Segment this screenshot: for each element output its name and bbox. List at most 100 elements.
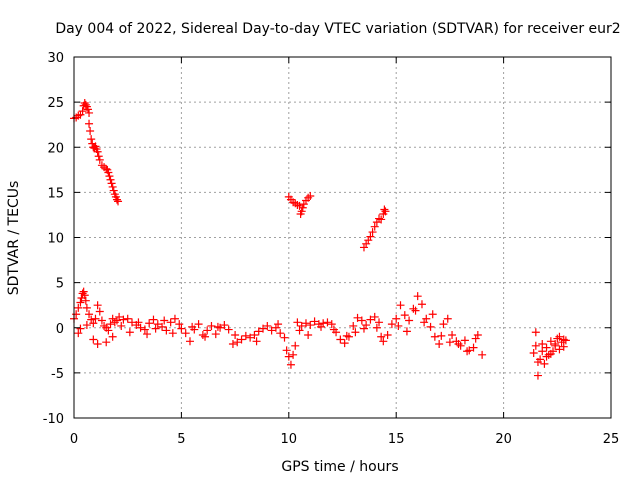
data-point: [93, 301, 102, 310]
data-point: [540, 359, 549, 368]
x-axis-title: GPS time / hours: [281, 459, 398, 475]
data-point: [89, 335, 98, 344]
x-tick-label: 25: [603, 432, 620, 447]
data-point: [559, 342, 568, 351]
data-point: [297, 207, 306, 216]
data-point: [194, 320, 203, 329]
y-axis-title: SDTVAR / TECUs: [6, 181, 22, 296]
data-point: [336, 335, 345, 344]
data-point: [561, 336, 570, 345]
data-point: [430, 332, 439, 341]
data-point: [471, 334, 480, 343]
data-point: [538, 339, 547, 348]
data-point: [263, 321, 272, 330]
data-point: [87, 135, 96, 144]
data-point: [228, 339, 237, 348]
data-point: [74, 303, 83, 312]
data-point: [246, 333, 255, 342]
data-point: [153, 320, 162, 329]
data-point: [417, 300, 426, 309]
data-point: [359, 324, 368, 333]
data-point: [93, 339, 102, 348]
y-tick-label: 5: [56, 277, 64, 292]
data-point: [443, 314, 452, 323]
data-point: [237, 335, 246, 344]
x-tick-label: 20: [495, 432, 512, 447]
data-point: [289, 350, 298, 359]
data-point: [89, 319, 98, 328]
data-point: [394, 321, 403, 330]
data-point: [387, 320, 396, 329]
data-point: [267, 326, 276, 335]
data-point: [542, 352, 551, 361]
data-point: [81, 100, 90, 109]
data-point: [140, 325, 149, 334]
x-tick-label: 15: [388, 432, 405, 447]
y-tick-label: 25: [47, 96, 64, 111]
data-point: [162, 326, 171, 335]
data-point: [166, 318, 175, 327]
series-cluster-low-21-23h: [529, 328, 570, 380]
data-point: [291, 341, 300, 350]
data-point: [151, 324, 160, 333]
y-tick-label: -10: [43, 412, 64, 427]
y-tick-label: 30: [47, 51, 64, 66]
data-point: [74, 329, 83, 338]
data-point: [114, 197, 123, 206]
data-point: [349, 321, 358, 330]
data-point: [252, 337, 261, 346]
data-point: [298, 203, 307, 212]
data-point: [400, 311, 409, 320]
data-point: [280, 333, 289, 342]
series-cluster-low-0-2h: [70, 287, 121, 348]
data-point: [97, 316, 106, 325]
data-point: [117, 321, 126, 330]
data-point: [168, 329, 177, 338]
data-point: [381, 207, 390, 216]
data-point: [469, 343, 478, 352]
data-point: [370, 222, 379, 231]
chart-title: Day 004 of 2022, Sidereal Day-to-day VTE…: [55, 21, 620, 37]
data-point: [136, 323, 145, 332]
data-point: [439, 320, 448, 329]
series-cluster-low-2-5h: [115, 312, 186, 339]
data-point: [177, 324, 186, 333]
data-point: [463, 347, 472, 356]
data-point: [428, 310, 437, 319]
data-point: [538, 347, 547, 356]
data-point: [366, 232, 375, 241]
data-point: [76, 298, 85, 307]
data-point: [383, 330, 392, 339]
data-point: [546, 337, 555, 346]
data-point: [80, 291, 89, 300]
data-point: [445, 338, 454, 347]
data-points: [70, 99, 570, 380]
data-point: [379, 337, 388, 346]
data-point: [94, 152, 103, 161]
data-point: [372, 323, 381, 332]
series-track-10h: [284, 191, 315, 219]
data-point: [310, 317, 319, 326]
data-point: [104, 326, 113, 335]
data-point: [342, 331, 351, 340]
data-point: [531, 341, 540, 350]
data-point: [231, 330, 240, 339]
data-point: [175, 320, 184, 329]
data-point: [357, 316, 366, 325]
data-point: [478, 350, 487, 359]
data-point: [370, 312, 379, 321]
x-tick-label: 0: [70, 432, 78, 447]
data-point: [297, 321, 306, 330]
data-point: [81, 296, 90, 305]
data-point: [327, 320, 336, 329]
data-point: [301, 319, 310, 328]
data-point: [213, 322, 222, 331]
data-point: [329, 325, 338, 334]
data-point: [115, 312, 124, 321]
y-tick-label: 0: [56, 322, 64, 337]
data-point: [405, 316, 414, 325]
data-point: [306, 321, 315, 330]
data-point: [284, 352, 293, 361]
data-point: [259, 324, 268, 333]
data-point: [402, 327, 411, 336]
